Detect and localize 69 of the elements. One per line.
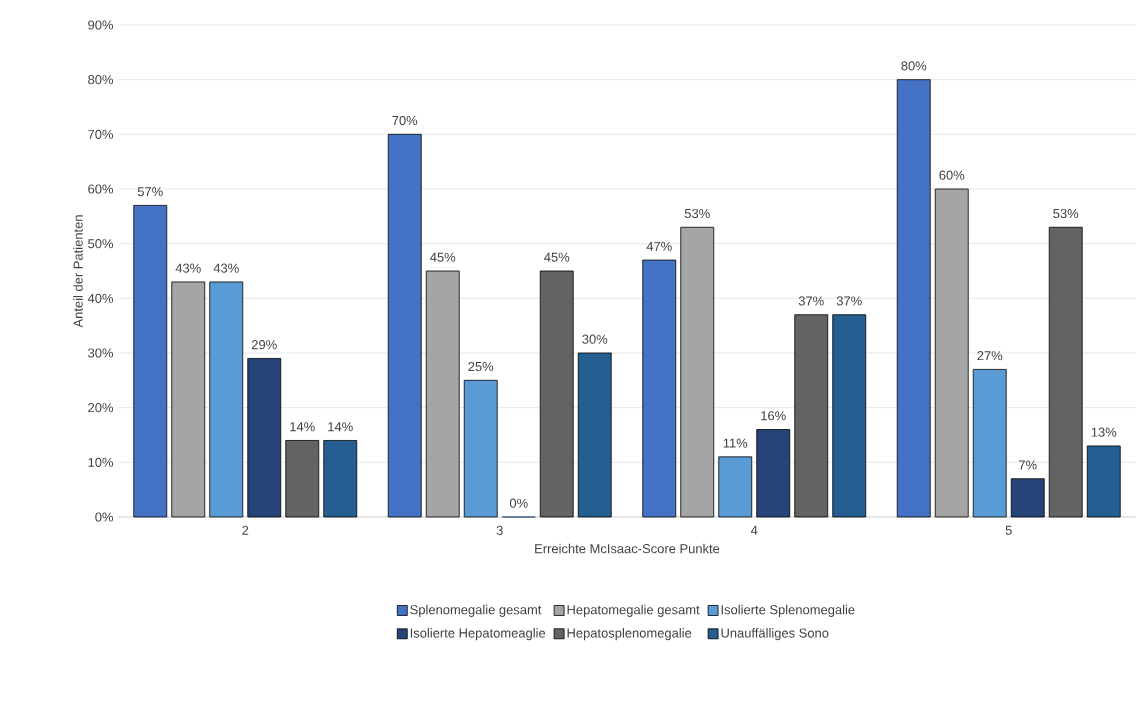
legend-label: Splenomegalie gesamt	[410, 604, 542, 617]
data-label: 14%	[290, 422, 315, 432]
bar	[171, 281, 206, 518]
bar	[133, 204, 168, 518]
y-tick-label: 50%	[88, 239, 114, 249]
y-tick-label: 0%	[95, 512, 114, 522]
y-tick-label: 10%	[88, 457, 114, 467]
y-tick-label: 20%	[88, 403, 114, 413]
data-label: 14%	[328, 422, 353, 432]
bar	[387, 133, 422, 518]
bar	[539, 270, 574, 518]
legend-label: Isolierte Splenomegalie	[721, 604, 855, 617]
data-label: 45%	[430, 252, 456, 262]
data-label: 70%	[392, 115, 418, 126]
data-label: 13%	[1091, 427, 1117, 437]
data-label: 37%	[836, 296, 862, 306]
data-label: 80%	[901, 61, 927, 71]
data-label: 60%	[939, 170, 965, 180]
y-tick-label: 40%	[87, 293, 114, 303]
data-label: 53%	[684, 208, 710, 219]
bar	[794, 314, 829, 518]
bar	[1010, 478, 1045, 518]
x-tick-label: 2	[242, 525, 249, 535]
data-label: 25%	[468, 361, 494, 372]
data-label: 27%	[977, 351, 1003, 361]
bar	[642, 259, 677, 518]
bar	[577, 352, 612, 518]
data-label: 43%	[175, 263, 201, 273]
bar	[756, 429, 791, 518]
data-label: 7%	[1019, 460, 1037, 470]
bar	[425, 270, 460, 518]
x-tick-label: 5	[1005, 525, 1012, 535]
bar	[972, 368, 1007, 518]
data-label: 45%	[544, 252, 570, 262]
bar	[209, 281, 244, 518]
bar	[680, 226, 715, 518]
legend-label: Isolierte Hepatomeaglie	[410, 628, 546, 641]
data-label: 57%	[137, 187, 163, 197]
bar	[832, 314, 867, 518]
data-label: 0%	[509, 498, 528, 508]
data-label: 16%	[761, 411, 786, 421]
bar	[1048, 226, 1083, 518]
bar	[1086, 445, 1121, 518]
data-label: 37%	[798, 296, 824, 306]
y-tick-label: 90%	[88, 20, 114, 30]
bar	[896, 79, 931, 518]
x-tick-label: 4	[750, 525, 758, 535]
y-tick-label: 60%	[88, 184, 114, 194]
y-tick-label: 70%	[88, 129, 114, 139]
y-tick-label: 80%	[88, 75, 114, 85]
bar	[463, 379, 498, 518]
bar	[247, 358, 282, 518]
x-axis-title: Erreichte McIsaac-Score Punkte	[535, 543, 720, 554]
bar	[934, 188, 969, 518]
data-label: 30%	[582, 334, 608, 344]
data-label: 11%	[723, 438, 748, 448]
data-label: 53%	[1053, 208, 1079, 219]
legend-label: Unauffälliges Sono	[721, 628, 829, 641]
y-axis-title: Anteil der Patienten	[73, 215, 83, 328]
x-tick-label: 3	[496, 525, 503, 535]
bar	[285, 440, 320, 518]
bar	[718, 456, 753, 518]
legend-label: Hepatomegalie gesamt	[567, 604, 700, 617]
data-label: 43%	[213, 263, 239, 273]
legend-label: Hepatosplenomegalie	[567, 628, 692, 641]
data-label: 47%	[646, 241, 672, 251]
y-tick-label: 30%	[88, 348, 114, 358]
data-label: 29%	[251, 340, 277, 350]
bar	[323, 440, 358, 518]
